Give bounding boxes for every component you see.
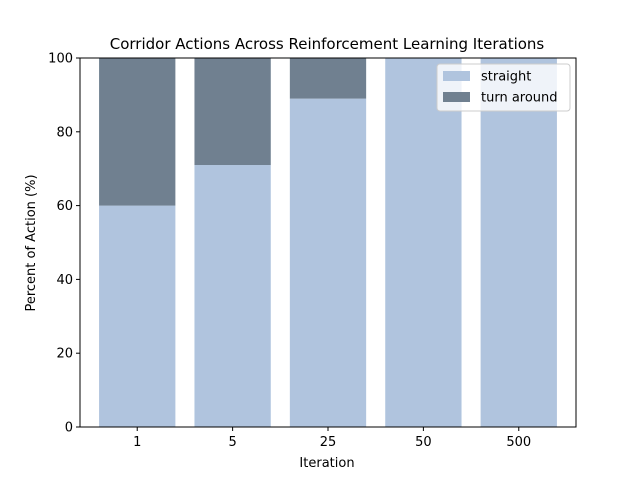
- y-axis-label: Percent of Action (%): [24, 174, 39, 311]
- legend-box: [436, 63, 571, 112]
- y-tick-label: 60: [56, 199, 73, 214]
- bar-straight-25: [289, 98, 367, 427]
- legend-swatch-straight: [443, 71, 470, 81]
- bars-layer: [99, 58, 557, 427]
- y-tick-label: 80: [56, 125, 73, 140]
- legend-label-straight: straight: [481, 70, 531, 85]
- x-tick-label: 500: [506, 435, 531, 450]
- bar-straight-500: [480, 58, 557, 427]
- chart-title: Corridor Actions Across Reinforcement Le…: [110, 35, 545, 53]
- y-tick-label: 100: [48, 52, 73, 67]
- y-tick-label: 0: [65, 421, 73, 436]
- y-tick-label: 40: [56, 273, 73, 288]
- legend-swatch-turn-around: [443, 92, 470, 102]
- bar-turn-around-5: [194, 58, 271, 166]
- x-tick-label: 5: [228, 435, 236, 450]
- x-tick-label: 1: [133, 435, 141, 450]
- bar-straight-1: [99, 205, 176, 427]
- bar-straight-5: [194, 165, 271, 427]
- bar-turn-around-25: [289, 58, 367, 99]
- legend: straight turn around: [436, 63, 571, 112]
- axes-layer: 0 20 40 60 80 100 1 5 25 50 500: [48, 52, 577, 450]
- legend-label-turn-around: turn around: [481, 91, 558, 106]
- x-tick-label: 50: [415, 435, 432, 450]
- bar-turn-around-1: [99, 58, 176, 206]
- x-axis-label: Iteration: [299, 456, 354, 471]
- x-tick-label: 25: [320, 435, 337, 450]
- y-tick-label: 20: [56, 347, 73, 362]
- bar-straight-50: [385, 58, 462, 427]
